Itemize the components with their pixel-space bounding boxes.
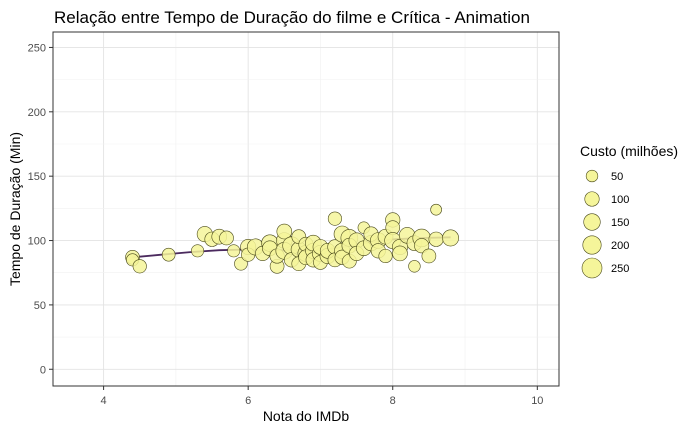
y-tick-label: 250 [28, 42, 46, 54]
legend-key [583, 213, 601, 231]
x-tick-label: 8 [390, 395, 396, 407]
legend-key [581, 257, 603, 279]
data-point [430, 203, 442, 216]
data-point [428, 231, 444, 247]
legend-title: Custo (milhões) [580, 143, 678, 159]
legend-label: 50 [611, 171, 623, 183]
x-axis-label: Nota do IMDb [263, 408, 350, 424]
legend-key [582, 235, 602, 255]
y-tick-label: 150 [28, 171, 46, 183]
data-point [408, 260, 421, 273]
data-points [125, 203, 459, 274]
data-point [227, 244, 241, 258]
chart-title: Relação entre Tempo de Duração do filme … [54, 8, 530, 27]
y-tick-label: 100 [28, 236, 46, 248]
data-point [392, 245, 408, 262]
x-tick-label: 4 [101, 395, 107, 407]
data-point [191, 244, 205, 258]
x-tick-label: 6 [245, 395, 251, 407]
x-tick-label: 10 [531, 395, 543, 407]
data-point [219, 230, 234, 246]
legend-label: 200 [611, 240, 629, 252]
legend-label: 100 [611, 194, 629, 206]
y-tick-label: 200 [28, 107, 46, 119]
y-tick-label: 50 [34, 300, 46, 312]
data-point [161, 247, 176, 262]
size-legend: 50 100 150 200 250 [581, 169, 629, 279]
data-point [132, 259, 147, 274]
legend-key [584, 191, 600, 207]
data-point [414, 238, 430, 254]
data-point [378, 248, 393, 264]
plot-panel [52, 31, 560, 387]
legend-key [585, 169, 599, 183]
data-point [276, 223, 293, 240]
data-point [421, 248, 437, 264]
legend-label: 250 [611, 263, 629, 275]
x-axis-ticks: 4 6 8 10 [101, 386, 543, 407]
data-point [442, 229, 459, 247]
y-axis-ticks: 0 50 100 150 200 250 [28, 42, 53, 376]
plot-border [52, 31, 560, 387]
legend-label: 150 [611, 217, 629, 229]
data-point [327, 211, 342, 226]
y-tick-label: 0 [40, 364, 46, 376]
y-axis-label: Tempo de Duração (Min) [7, 132, 23, 286]
